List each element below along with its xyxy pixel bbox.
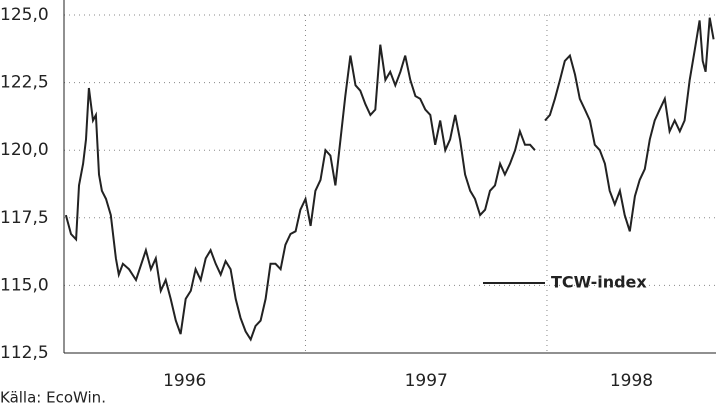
- data-line: [64, 44, 536, 342]
- y-tick-label: 112,5: [0, 343, 49, 363]
- y-tick-label: 125,0: [0, 5, 49, 25]
- y-tick-label: 120,0: [0, 140, 49, 160]
- data-line: [544, 17, 715, 232]
- y-tick-label: 122,5: [0, 73, 49, 93]
- y-tick-label: 117,5: [0, 208, 49, 228]
- legend-label: TCW-index: [551, 273, 647, 292]
- x-tick-label: 1996: [163, 371, 206, 391]
- x-tick-label: 1998: [610, 371, 653, 391]
- x-tick-label: 1997: [405, 371, 448, 391]
- y-tick-label: 115,0: [0, 275, 49, 295]
- source: Källa: EcoWin.: [0, 389, 106, 407]
